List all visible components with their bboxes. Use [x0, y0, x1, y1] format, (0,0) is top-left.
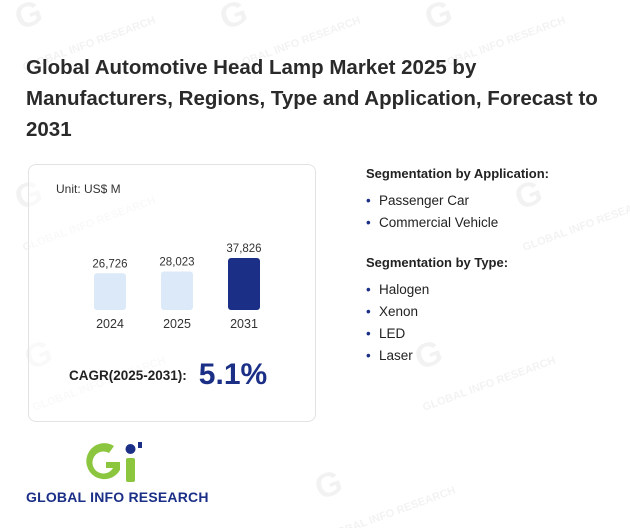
- page-title: Global Automotive Head Lamp Market 2025 …: [26, 56, 598, 141]
- list-item: Commercial Vehicle: [366, 212, 616, 234]
- cagr-value: 5.1%: [198, 358, 268, 391]
- gi-logo-icon: [86, 442, 142, 482]
- list-item: Xenon: [366, 301, 616, 323]
- segment-list: Passenger Car Commercial Vehicle: [366, 190, 616, 234]
- market-chart-card: Unit: US$ M 26,726 2024 28,023 2025 37,826 20…: [28, 164, 316, 422]
- data-label-2031: 37,826: [226, 243, 261, 255]
- list-item: Halogen: [366, 279, 616, 301]
- data-label-2025: 28,023: [159, 256, 194, 268]
- x-tick-2025: 2025: [163, 317, 191, 331]
- data-label-2024: 26,726: [92, 258, 127, 270]
- svg-text:G: G: [10, 0, 48, 38]
- segment-application: Segmentation by Application: Passenger C…: [366, 166, 616, 234]
- svg-text:GLOBAL INFO RESEARCH: GLOBAL INFO RESEARCH: [321, 485, 457, 528]
- list-item: LED: [366, 323, 616, 345]
- company-logo: GLOBAL INFO RESEARCH: [26, 440, 216, 510]
- x-tick-2024: 2024: [96, 317, 124, 331]
- list-item: Passenger Car: [366, 190, 616, 212]
- x-tick-2031: 2031: [230, 317, 258, 331]
- cagr-box: CAGR(2025-2031): 5.1%: [69, 357, 267, 393]
- bar-2024: [94, 273, 126, 310]
- list-item: Laser: [366, 345, 616, 367]
- bar-chart: 26,726 2024 28,023 2025 37,826 2031: [92, 243, 261, 331]
- svg-text:G: G: [420, 0, 458, 38]
- segment-type: Segmentation by Type: Halogen Xenon LED …: [366, 255, 616, 367]
- svg-text:G: G: [310, 463, 348, 508]
- bar-2031: [228, 258, 260, 310]
- svg-text:G: G: [215, 0, 253, 38]
- logo-text: GLOBAL INFO RESEARCH: [26, 489, 209, 505]
- segment-list: Halogen Xenon LED Laser: [366, 279, 616, 367]
- bar-2025: [161, 271, 193, 310]
- cagr-label: CAGR(2025-2031):: [69, 367, 187, 383]
- chart-unit-label: Unit: US$ M: [56, 182, 121, 196]
- segment-title: Segmentation by Type:: [366, 255, 509, 270]
- segment-title: Segmentation by Application:: [366, 166, 549, 181]
